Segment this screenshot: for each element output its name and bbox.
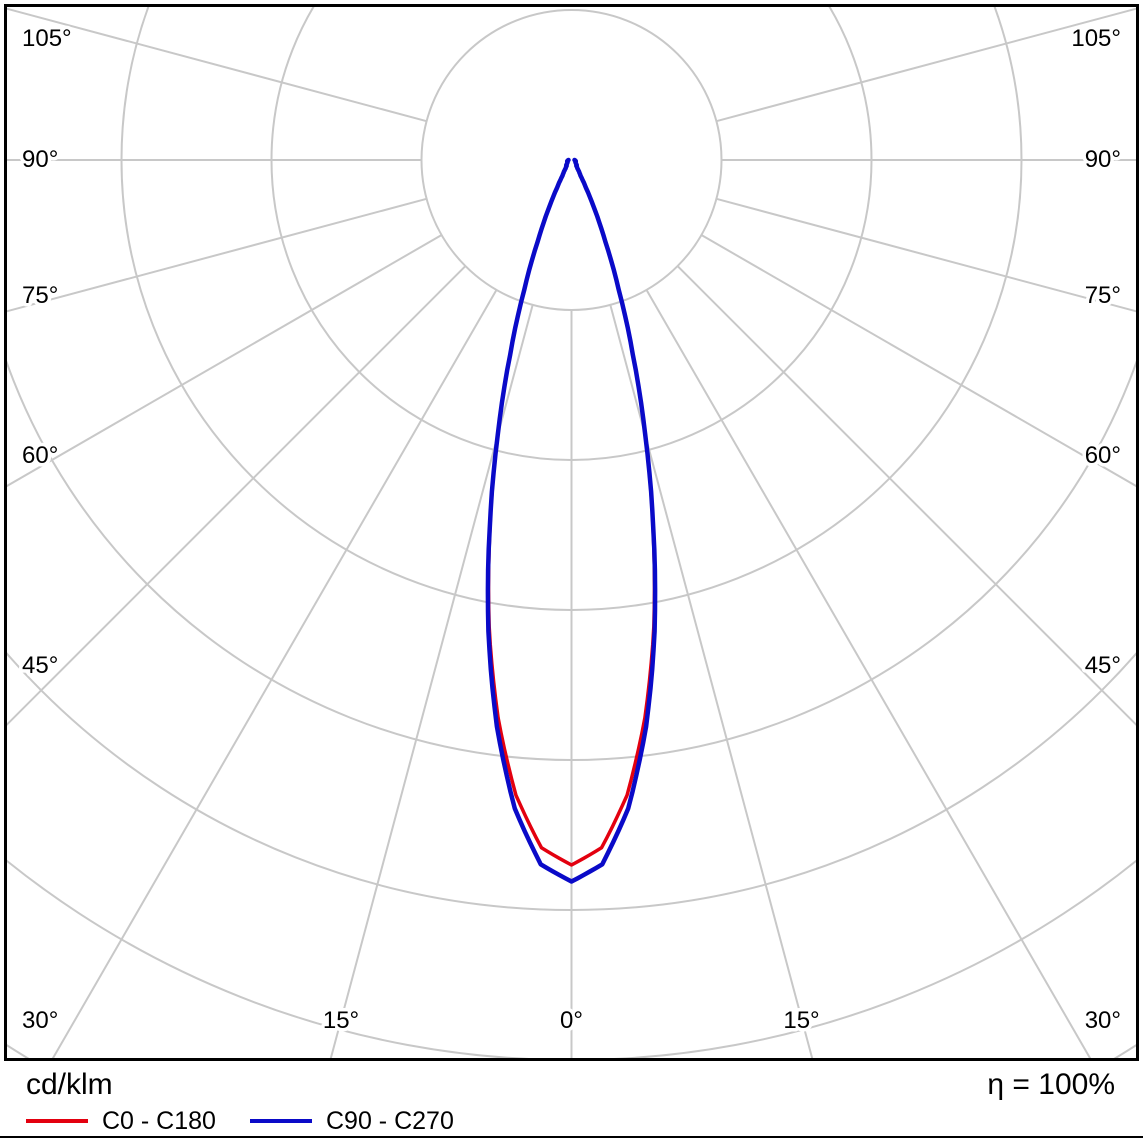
series-label-c90-c270: C90 - C270: [326, 1106, 454, 1135]
unit-label: cd/klm: [26, 1068, 113, 1101]
bottom-rule: [0, 1136, 1143, 1138]
intensity-curves: [485, 157, 658, 884]
svg-text:45°: 45°: [1085, 652, 1121, 679]
efficiency-label: η = 100%: [987, 1068, 1115, 1101]
svg-text:60°: 60°: [1085, 442, 1121, 469]
series-swatch-red-line: [26, 1119, 88, 1123]
svg-text:75°: 75°: [22, 282, 58, 309]
svg-text:15°: 15°: [783, 1007, 819, 1034]
legend-row: C0 - C180 C90 - C270: [26, 1107, 474, 1136]
svg-text:90°: 90°: [22, 146, 58, 173]
legend-area: cd/klm η = 100% C0 - C180 C90 - C270: [0, 1062, 1143, 1143]
series-label-c0-c180: C0 - C180: [102, 1106, 216, 1135]
polar-plot-svg: 105° 90° 75° 60° 45° 30° 105° 90° 75° 60° 45° 30° 15…: [4, 4, 1139, 1061]
curve-C90-C270: [485, 157, 658, 884]
polar-grid: [7, 7, 1136, 1058]
svg-text:60°: 60°: [22, 442, 58, 469]
angle-labels: 105° 90° 75° 60° 45° 30° 105° 90° 75° 60° 45° 30° 15…: [19, 22, 1125, 1038]
svg-text:30°: 30°: [22, 1007, 58, 1034]
legend-item-c90-c270: C90 - C270: [250, 1107, 474, 1136]
svg-text:105°: 105°: [22, 25, 72, 52]
svg-text:90°: 90°: [1085, 146, 1121, 173]
svg-text:105°: 105°: [1071, 25, 1121, 52]
svg-text:30°: 30°: [1085, 1007, 1121, 1034]
svg-text:0°: 0°: [560, 1007, 583, 1034]
svg-text:45°: 45°: [22, 652, 58, 679]
svg-text:75°: 75°: [1085, 282, 1121, 309]
svg-text:15°: 15°: [323, 1007, 359, 1034]
legend-item-c0-c180: C0 - C180: [26, 1107, 250, 1136]
series-swatch-blue-line: [250, 1119, 312, 1123]
